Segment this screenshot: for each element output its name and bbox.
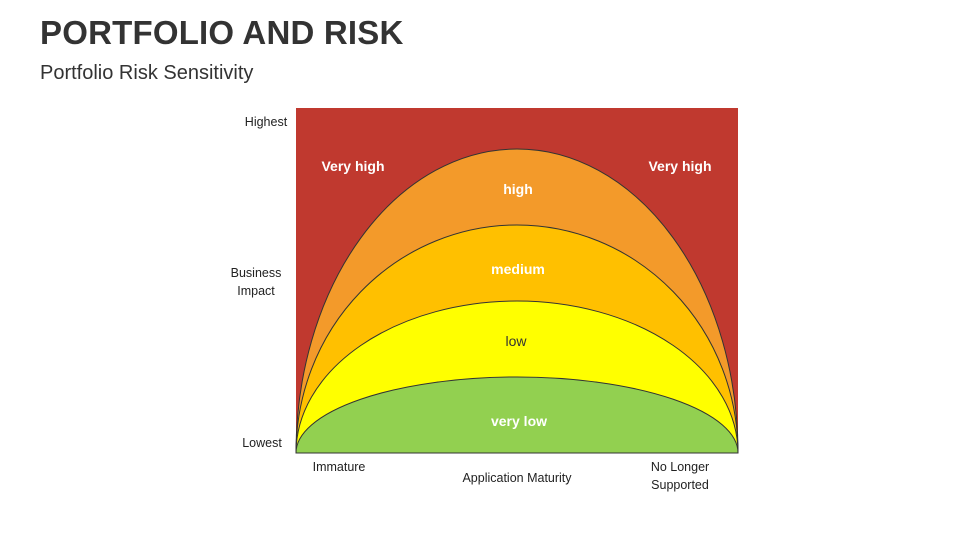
page-title: PORTFOLIO AND RISK [40,14,404,51]
very-high-left-label: Very high [321,158,384,174]
x-axis-no-longer-supported-label: No Longer Supported [630,458,730,494]
y-axis-title-line1: Business [230,266,282,280]
low-label: low [505,333,527,349]
y-axis-lowest-label: Lowest [242,436,282,450]
very-high-right-label: Very high [648,158,711,174]
y-axis-title-line2: Impact [237,284,275,298]
x-axis-right-line2: Supported [651,478,709,492]
y-axis-highest-label: Highest [244,115,288,129]
y-axis-title: Business Impact [222,264,290,300]
high-label: high [503,181,533,197]
x-axis-right-line1: No Longer [650,460,710,474]
very-low-label: very low [491,413,547,429]
page-subtitle: Portfolio Risk Sensitivity [40,62,254,84]
medium-label: medium [491,261,545,277]
very-low-zone [295,376,739,454]
x-axis-immature-label: Immature [312,460,366,474]
x-axis-title: Application Maturity [462,471,572,485]
